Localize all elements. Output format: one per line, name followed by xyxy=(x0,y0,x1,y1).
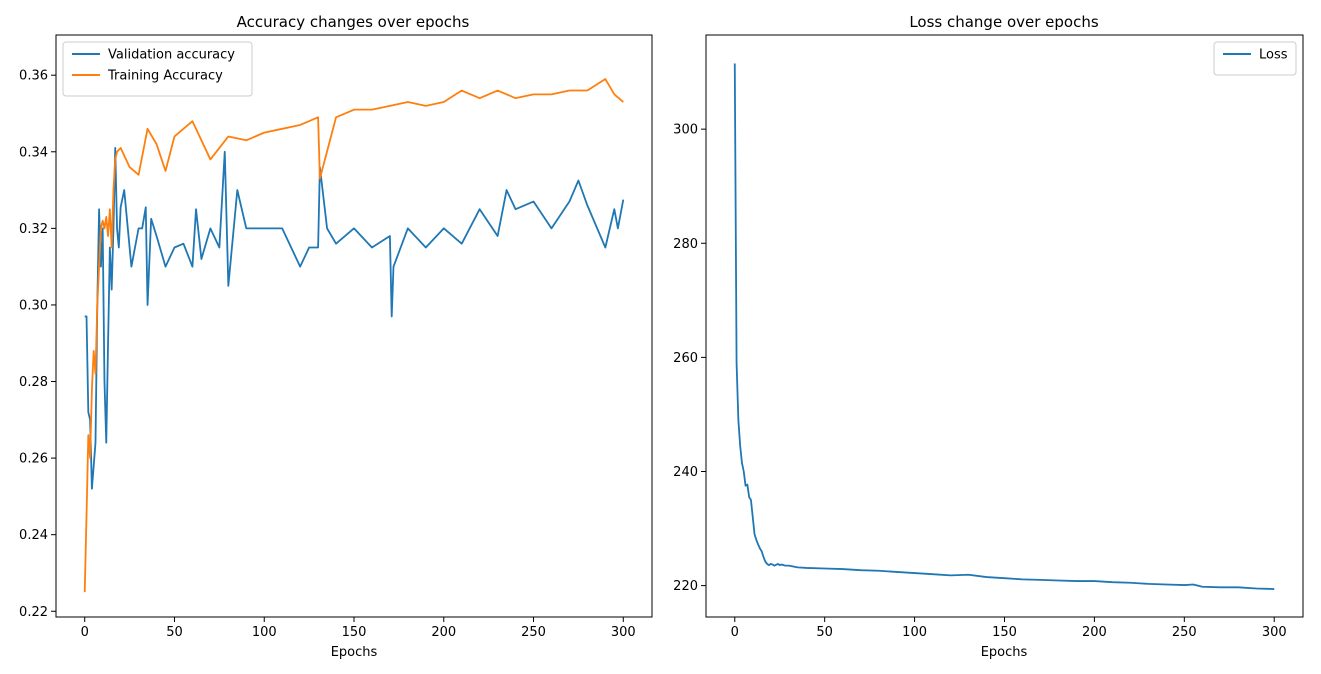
accuracy-x-tick-label: 300 xyxy=(611,625,636,640)
loss-chart-frame xyxy=(705,34,1304,618)
accuracy-series-line-0 xyxy=(84,147,625,490)
loss-chart: Loss change over epochs 0 50 100 150 200 250 3… xyxy=(673,13,1304,660)
accuracy-x-tick-label: 150 xyxy=(342,625,367,640)
accuracy-chart-title: Accuracy changes over epochs xyxy=(237,13,470,31)
loss-x-tick-label: 100 xyxy=(902,625,927,640)
accuracy-legend-label-1: Training Accuracy xyxy=(107,69,223,84)
loss-x-tick-label: 150 xyxy=(992,625,1017,640)
accuracy-y-tick-label: 0.26 xyxy=(19,452,48,467)
loss-chart-legend: Loss xyxy=(1213,41,1297,76)
accuracy-chart: Accuracy changes over epochs 0 50 100 150 20… xyxy=(19,13,653,660)
accuracy-chart-plot-area xyxy=(83,78,625,593)
accuracy-y-tick-label: 0.24 xyxy=(19,528,48,543)
loss-x-tick-label: 300 xyxy=(1262,625,1287,640)
accuracy-x-tick-label: 200 xyxy=(431,625,456,640)
loss-legend-label-0: Loss xyxy=(1259,48,1288,63)
loss-series-line-0 xyxy=(733,63,1275,590)
accuracy-x-tick-label: 0 xyxy=(81,625,89,640)
accuracy-series-line-1 xyxy=(83,78,624,593)
accuracy-chart-ticks: 0 50 100 150 200 250 300 0.22 0.24 0.26 0.28 0.30 0.… xyxy=(19,69,636,640)
accuracy-x-tick-label: 100 xyxy=(252,625,277,640)
loss-chart-plot-area xyxy=(733,63,1275,590)
loss-chart-x-axis-label: Epochs xyxy=(981,645,1028,660)
accuracy-chart-frame xyxy=(55,34,653,618)
loss-x-tick-label: 250 xyxy=(1172,625,1197,640)
accuracy-y-tick-label: 0.36 xyxy=(19,69,48,84)
loss-chart-title: Loss change over epochs xyxy=(909,13,1099,31)
accuracy-y-tick-label: 0.32 xyxy=(19,222,48,237)
loss-x-tick-label: 200 xyxy=(1082,625,1107,640)
loss-chart-ticks: 0 50 100 150 200 250 300 220 240 260 280 300 xyxy=(673,123,1286,640)
loss-y-tick-label: 240 xyxy=(673,465,698,480)
accuracy-x-tick-label: 50 xyxy=(166,625,183,640)
accuracy-y-tick-label: 0.28 xyxy=(19,375,48,390)
accuracy-y-tick-label: 0.22 xyxy=(19,605,48,620)
loss-x-tick-label: 50 xyxy=(816,625,833,640)
accuracy-chart-x-axis-label: Epochs xyxy=(331,645,378,660)
accuracy-y-tick-label: 0.34 xyxy=(19,145,48,160)
accuracy-y-tick-label: 0.30 xyxy=(19,298,48,313)
loss-x-tick-label: 0 xyxy=(731,625,739,640)
loss-y-tick-label: 280 xyxy=(673,237,698,252)
accuracy-chart-legend: Validation accuracy Training Accuracy xyxy=(62,41,253,97)
loss-y-tick-label: 300 xyxy=(673,123,698,138)
loss-y-tick-label: 260 xyxy=(673,351,698,366)
loss-y-tick-label: 220 xyxy=(673,579,698,594)
loss-legend-box xyxy=(1213,41,1297,76)
accuracy-x-tick-label: 250 xyxy=(521,625,546,640)
accuracy-legend-box xyxy=(62,41,253,97)
accuracy-legend-label-0: Validation accuracy xyxy=(108,48,235,63)
